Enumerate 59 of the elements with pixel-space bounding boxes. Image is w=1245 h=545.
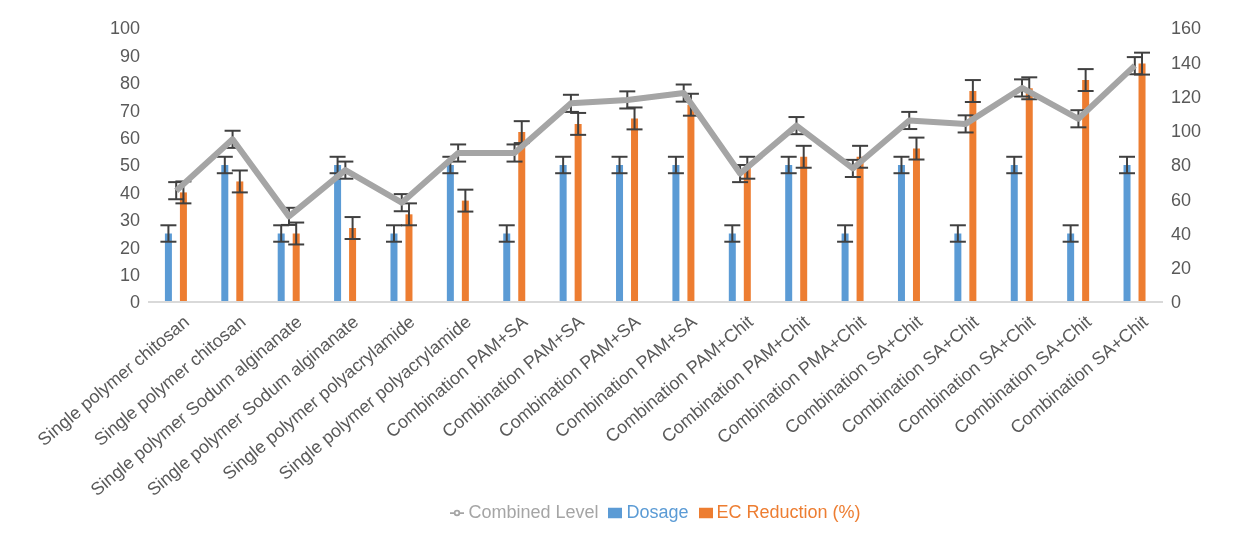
bar — [1067, 233, 1075, 302]
bar — [616, 165, 624, 302]
legend-label: EC Reduction (%) — [716, 502, 861, 522]
y2-tick-label: 140 — [1171, 52, 1202, 73]
legend-label: Dosage — [626, 502, 689, 522]
y-tick-label: 0 — [129, 292, 140, 313]
bar — [221, 165, 229, 302]
bar — [179, 192, 187, 302]
y2-tick-label: 160 — [1171, 18, 1202, 39]
bar — [800, 156, 808, 302]
bar — [912, 148, 920, 302]
bar — [446, 165, 454, 302]
bar — [897, 165, 905, 302]
y2-tick-label: 0 — [1171, 292, 1182, 313]
y-tick-label: 70 — [119, 100, 140, 121]
y2-tick-label: 20 — [1171, 258, 1192, 279]
bar — [503, 233, 511, 302]
bar — [1138, 63, 1146, 302]
bar — [518, 132, 526, 302]
bar — [672, 165, 680, 302]
bar — [785, 165, 793, 302]
bar — [954, 233, 962, 302]
bar — [1082, 80, 1090, 302]
y-tick-label: 10 — [119, 264, 140, 285]
y2-tick-label: 40 — [1171, 223, 1192, 244]
bar — [728, 233, 736, 302]
bar — [841, 233, 849, 302]
bar — [1010, 165, 1018, 302]
y2-tick-label: 80 — [1171, 155, 1192, 176]
y-tick-label: 80 — [119, 73, 140, 94]
bar — [236, 181, 244, 302]
bar — [687, 104, 695, 302]
legend-label: Combined Level — [468, 502, 599, 522]
bar — [743, 167, 751, 302]
bar — [405, 214, 413, 302]
y-tick-label: 90 — [119, 45, 140, 66]
y2-tick-label: 120 — [1171, 86, 1202, 107]
bar — [559, 165, 567, 302]
bar — [1025, 88, 1033, 302]
bar — [164, 233, 172, 302]
y-tick-label: 50 — [119, 155, 140, 176]
bar — [461, 200, 469, 302]
y-tick-label: 20 — [119, 237, 140, 258]
bar — [856, 156, 864, 302]
bar — [390, 233, 398, 302]
y-tick-label: 30 — [119, 210, 140, 231]
y2-tick-label: 60 — [1171, 189, 1192, 210]
y-tick-label: 100 — [109, 18, 140, 39]
y2-tick-label: 100 — [1171, 121, 1202, 142]
bar — [631, 118, 639, 302]
bar — [574, 123, 582, 302]
bar — [969, 91, 977, 302]
bar — [1123, 165, 1131, 302]
y-tick-label: 60 — [119, 127, 140, 148]
y-tick-label: 40 — [119, 182, 140, 203]
bar — [277, 233, 285, 302]
bar — [334, 165, 342, 302]
bar — [349, 228, 357, 302]
bar — [292, 233, 300, 302]
